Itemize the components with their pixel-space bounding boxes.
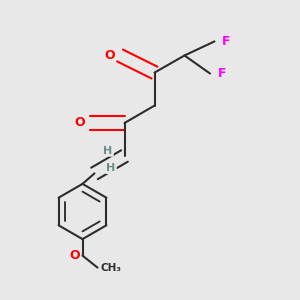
Text: H: H <box>103 146 112 156</box>
Text: H: H <box>106 163 116 173</box>
Text: F: F <box>222 35 230 48</box>
Text: F: F <box>218 67 226 80</box>
Text: O: O <box>74 116 85 130</box>
Text: O: O <box>69 249 80 262</box>
Text: O: O <box>104 49 115 62</box>
Text: CH₃: CH₃ <box>100 262 122 273</box>
